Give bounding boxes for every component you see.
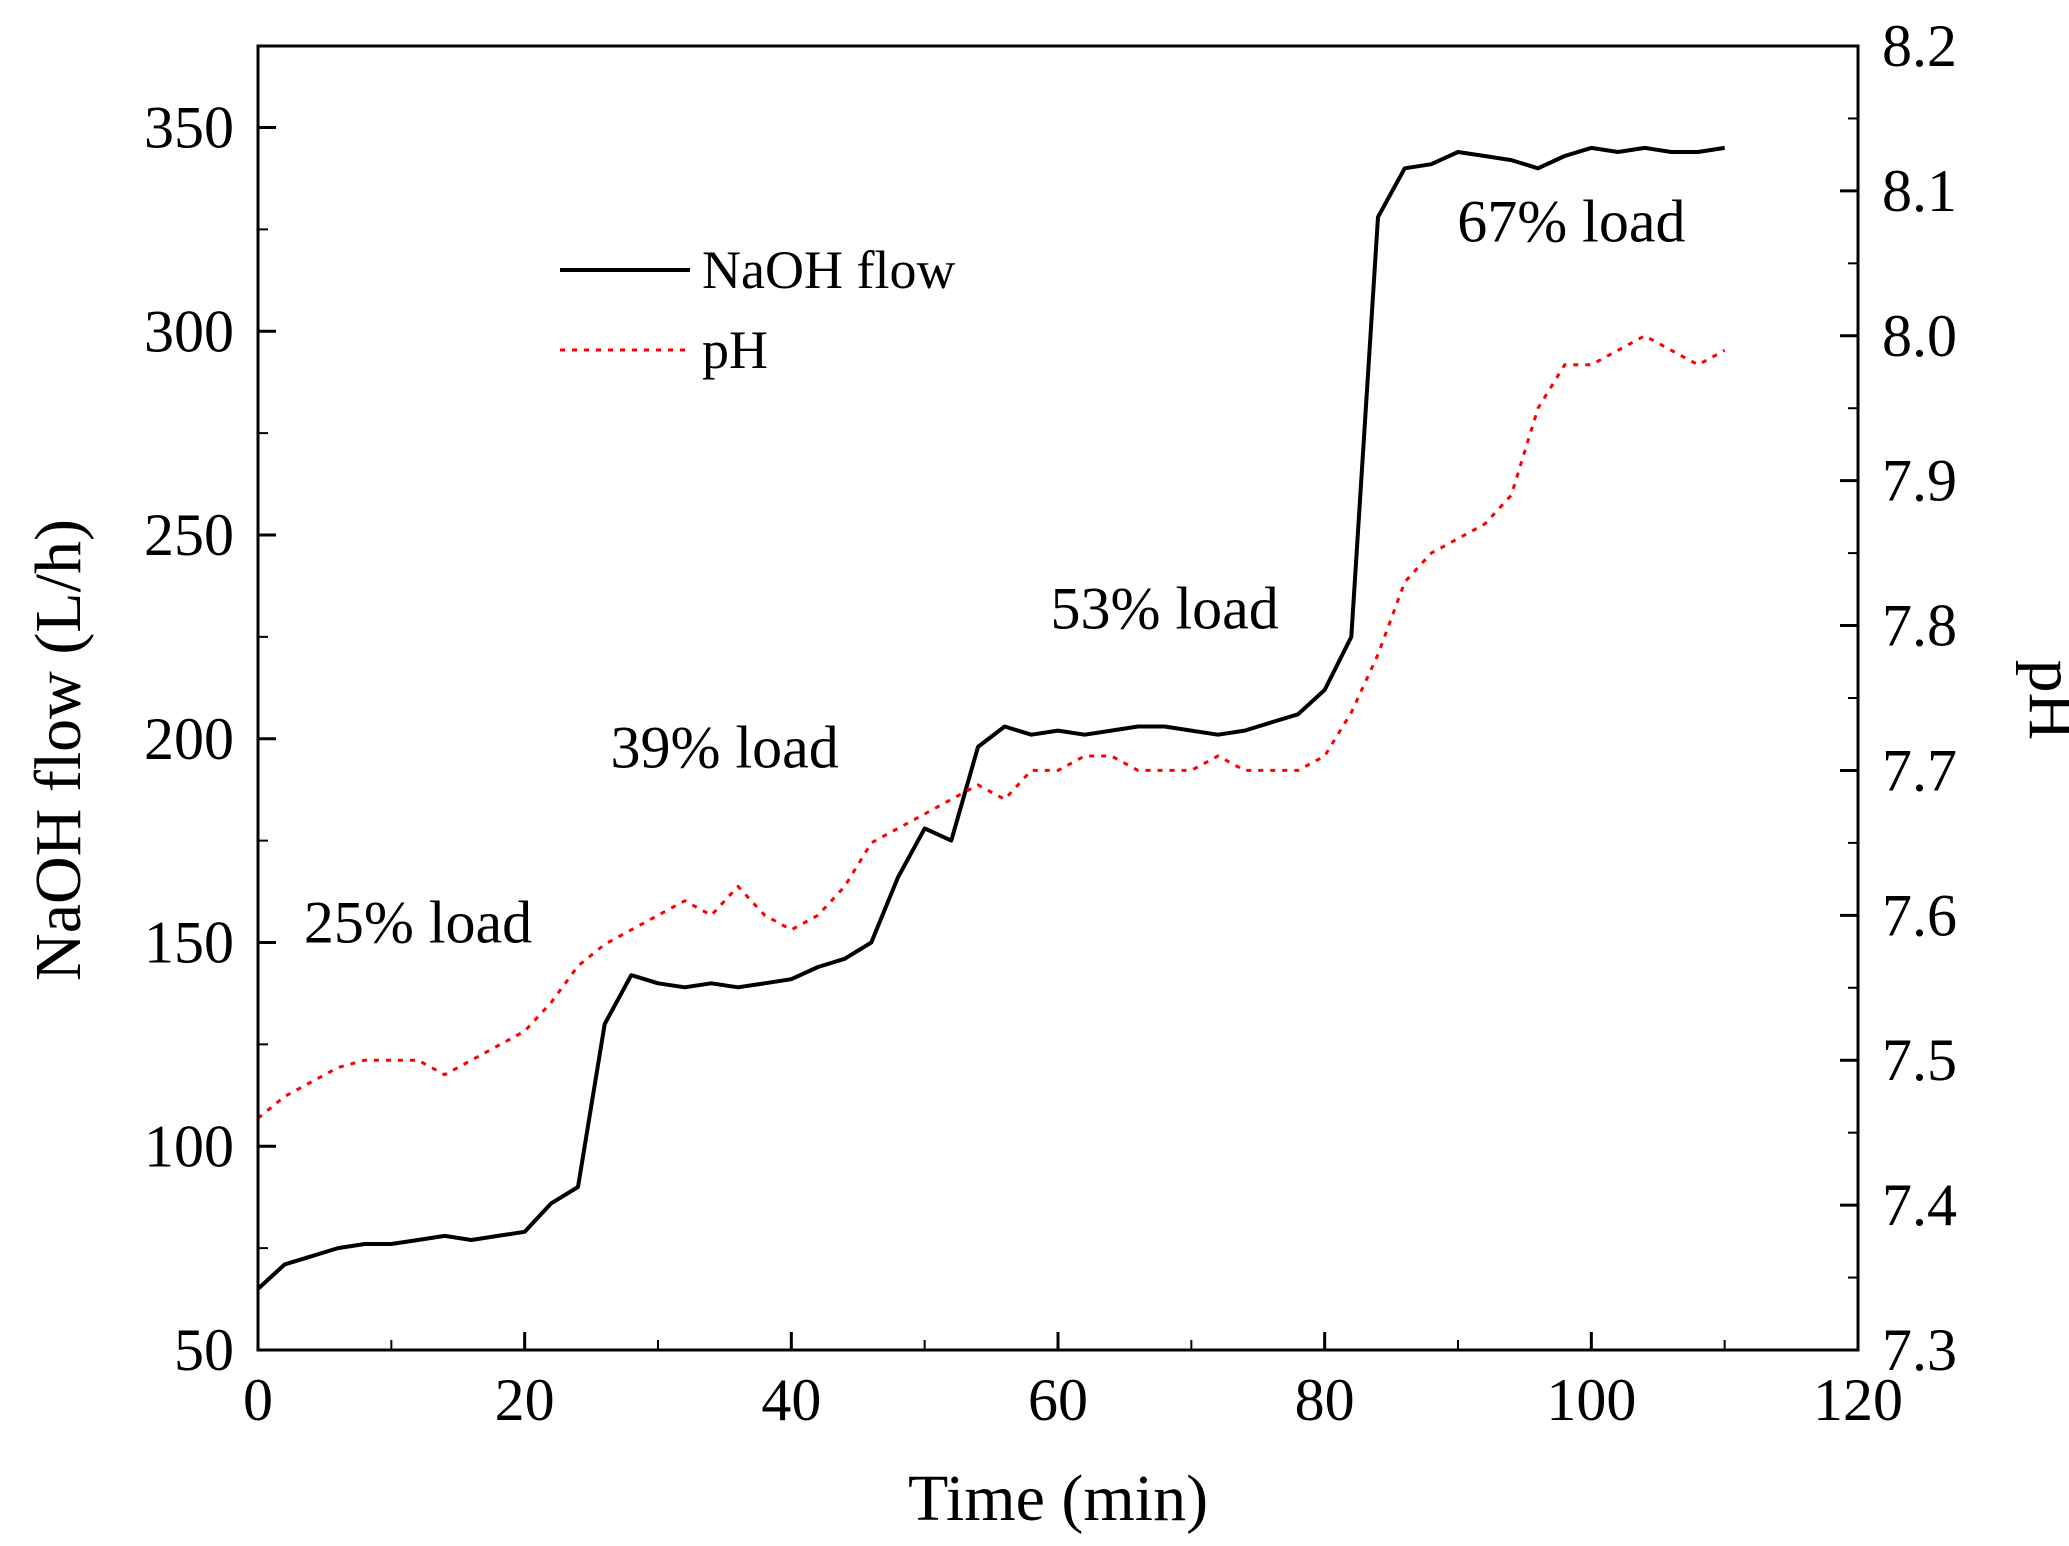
x-tick-label: 100 [1546, 1367, 1636, 1433]
y-tick-label: 200 [144, 706, 234, 772]
y2-tick-label: 7.9 [1882, 448, 1957, 514]
y-tick-label: 300 [144, 298, 234, 364]
y-tick-label: 150 [144, 910, 234, 976]
y2-tick-label: 8.1 [1882, 158, 1957, 224]
y2-tick-label: 8.2 [1882, 13, 1957, 79]
y2-tick-label: 7.7 [1882, 737, 1957, 803]
y2-axis-title: pH [2015, 660, 2069, 741]
legend: NaOH flow pH [560, 240, 955, 380]
y2-tick-label: 7.3 [1882, 1317, 1957, 1383]
y2-tick-label: 7.4 [1882, 1172, 1957, 1238]
load-annotation: 53% load [1051, 576, 1279, 642]
x-axis-title: Time (min) [908, 1462, 1208, 1535]
load-annotation: 67% load [1457, 189, 1685, 255]
x-tick-label: 120 [1813, 1367, 1903, 1433]
axes-layer: 0 20 40 60 80 100 120 50 100 150 200 250 300 350 7.3 7.… [144, 13, 1957, 1433]
y2-tick-label: 7.5 [1882, 1027, 1957, 1093]
y-tick-label: 100 [144, 1113, 234, 1179]
y2-tick-label: 8.0 [1882, 303, 1957, 369]
y-tick-label: 250 [144, 502, 234, 568]
y2-tick-label: 7.8 [1882, 593, 1957, 659]
series-line-naoh-flow [256, 145, 1726, 1291]
legend-label-naoh-flow: NaOH flow [702, 240, 955, 300]
load-annotation: 25% load [304, 890, 532, 956]
x-tick-label: 20 [495, 1367, 555, 1433]
series-line-ph [257, 334, 1726, 1120]
legend-label-ph: pH [702, 320, 768, 380]
x-tick-label: 80 [1295, 1367, 1355, 1433]
x-tick-label: 0 [243, 1367, 273, 1433]
series-layer [256, 145, 1726, 1291]
load-annotation: 39% load [611, 714, 839, 780]
y-axis-title: NaOH flow (L/h) [22, 519, 95, 981]
x-tick-label: 40 [761, 1367, 821, 1433]
x-tick-label: 60 [1028, 1367, 1088, 1433]
y-tick-label: 350 [144, 95, 234, 161]
annotation-layer: 25% load 39% load 53% load 67% load [304, 189, 1686, 956]
y2-tick-label: 7.6 [1882, 882, 1957, 948]
y-tick-label: 50 [174, 1317, 234, 1383]
